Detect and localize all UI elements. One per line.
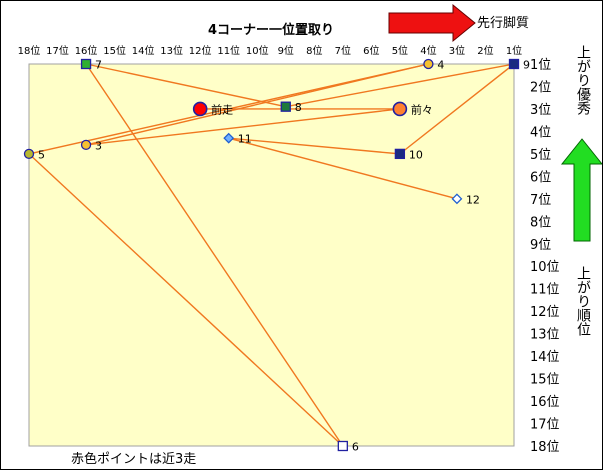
point-label: 7: [95, 59, 102, 72]
x-tick-label: 12位: [189, 44, 212, 57]
point-6: [337, 440, 348, 452]
point-7: [80, 58, 92, 70]
connector-line: [85, 63, 286, 108]
point-label: 前走: [211, 102, 233, 116]
point-9: [508, 58, 520, 70]
x-tick-label: 9位: [278, 44, 294, 57]
point-label: 9: [523, 59, 530, 72]
x-tick-label: 17位: [46, 44, 69, 57]
x-tick-label: 14位: [132, 44, 155, 57]
y-tick-label: 15位: [530, 373, 560, 388]
y-label-bottom: 上がり順位: [575, 266, 591, 336]
connector-line: [399, 63, 515, 155]
y-tick-label: 7位: [530, 193, 551, 208]
connector-line: [28, 153, 344, 447]
point-label: 6: [352, 441, 359, 454]
x-tick-label: 2位: [477, 44, 493, 57]
y-label-top: 上がり優秀: [575, 45, 591, 115]
y-tick-label: 5位: [530, 148, 551, 163]
footnote: 赤色ポイントは近3走: [71, 451, 196, 467]
point-5: [23, 148, 35, 160]
x-tick-label: 6位: [363, 44, 379, 57]
point-label: 3: [95, 139, 102, 152]
y-tick-label: 12位: [530, 305, 560, 320]
point-3: [80, 139, 92, 151]
y-tick-label: 8位: [530, 215, 551, 230]
point-12: [451, 193, 463, 205]
x-tick-label: 15位: [103, 44, 126, 57]
connector-lines: [28, 63, 515, 447]
y-tick-label: 2位: [530, 80, 551, 95]
connector-line: [228, 137, 458, 200]
x-tick-label: 7位: [335, 44, 351, 57]
x-tick-labels: 18位 17位 16位 15位 14位 13位 12位 11位 10位 9位 8位 7位 6位 5位 4位 3…: [18, 44, 523, 57]
point-前々: [392, 101, 408, 117]
point-label: 11: [238, 133, 252, 146]
y-tick-label: 3位: [530, 103, 551, 118]
point-label: 5: [38, 148, 45, 161]
y-tick-label: 9位: [530, 238, 551, 253]
x-tick-label: 18位: [18, 44, 41, 57]
x-tick-label: 8位: [306, 44, 322, 57]
y-tick-labels: 1位 2位 3位 4位 5位 6位 7位 8位 9位 10位 11位 12位 13位 14位 15位 16位 1…: [530, 58, 560, 455]
y-tick-label: 10位: [530, 260, 560, 275]
connector-line: [85, 108, 400, 146]
x-tick-label: 11位: [217, 44, 240, 57]
point-label: 8: [295, 101, 302, 114]
point-label: 4: [437, 59, 444, 72]
x-tick-label: 16位: [75, 44, 98, 57]
x-tick-label: 3位: [449, 44, 465, 57]
point-labels: 前走 前々 3 4 5 6 7 8 9 10 11 12: [38, 59, 530, 454]
arrow-right-label: 先行脚質: [477, 15, 529, 31]
connector-line: [285, 63, 515, 108]
y-tick-label: 18位: [530, 440, 560, 455]
y-tick-label: 17位: [530, 418, 560, 433]
point-label: 前々: [411, 102, 433, 116]
y-tick-label: 16位: [530, 395, 560, 410]
y-tick-label: 11位: [530, 283, 560, 298]
point-label: 10: [409, 148, 423, 161]
point-8: [280, 101, 291, 112]
x-tick-label: 4位: [420, 44, 436, 57]
chart-title: 4コーナー一位置取り: [208, 22, 334, 38]
y-tick-label: 13位: [530, 328, 560, 343]
x-tick-label: 5位: [392, 44, 408, 57]
point-前走: [192, 101, 208, 117]
connector-line: [228, 137, 400, 155]
y-tick-label: 14位: [530, 350, 560, 365]
point-11: [223, 132, 235, 144]
y-tick-label: 4位: [530, 125, 551, 140]
data-points: [23, 58, 520, 452]
arrow-up-icon: [560, 138, 602, 242]
x-tick-label: 1位: [506, 44, 522, 57]
arrow-right-icon: [388, 3, 476, 43]
point-4: [423, 58, 434, 70]
y-tick-label: 1位: [530, 58, 551, 73]
y-tick-label: 6位: [530, 170, 551, 185]
x-tick-label: 10位: [246, 44, 269, 57]
connector-line: [85, 63, 344, 447]
x-tick-label: 13位: [160, 44, 183, 57]
point-label: 12: [466, 193, 480, 206]
point-10: [394, 148, 406, 160]
connector-line: [85, 63, 429, 146]
